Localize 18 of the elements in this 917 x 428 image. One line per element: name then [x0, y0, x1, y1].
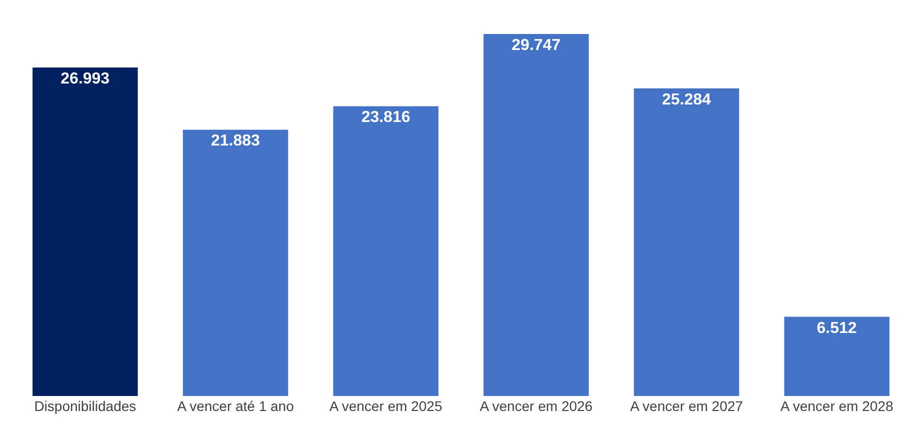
- x-tick-label: A vencer em 2026: [480, 398, 593, 414]
- data-label: 6.512: [816, 320, 857, 337]
- bar: [182, 130, 288, 396]
- data-label: 29.747: [512, 37, 561, 54]
- data-label: 23.816: [361, 109, 410, 126]
- x-tick-label: A vencer em 2028: [780, 398, 894, 414]
- bar: [784, 316, 890, 396]
- data-label: 26.993: [60, 70, 110, 88]
- bar: [634, 88, 740, 396]
- data-label: 25.284: [662, 91, 712, 108]
- x-tick-label: A vencer até 1 ano: [177, 398, 294, 414]
- data-label: 21.883: [210, 132, 260, 150]
- x-tick-label: Disponibilidades: [34, 398, 136, 414]
- bar: [484, 34, 589, 396]
- bar: [32, 68, 138, 396]
- x-tick-label: A vencer em 2027: [630, 398, 744, 414]
- x-tick-label: A vencer em 2025: [329, 398, 442, 414]
- bar: [333, 106, 438, 396]
